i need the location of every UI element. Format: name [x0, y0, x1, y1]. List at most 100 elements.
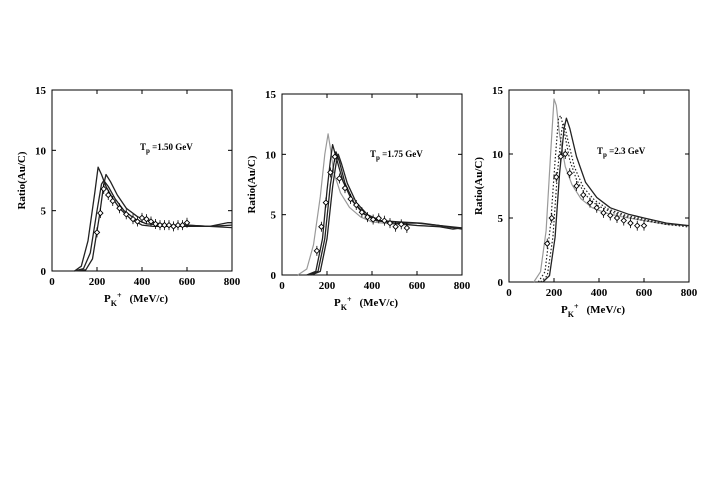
beam-energy-symbol: T: [140, 142, 146, 152]
data-point: [392, 223, 399, 230]
data-point: [369, 216, 377, 223]
x-axis-label: PK+ (MeV/c): [104, 291, 168, 308]
y-tick-label: 5: [271, 210, 277, 222]
x-tick-label: 200: [319, 280, 336, 292]
series-line-1: [74, 166, 233, 272]
x-axis-subscript: K: [341, 303, 348, 312]
data-point: [97, 209, 104, 217]
data-point: [143, 215, 150, 223]
y-axis-label: Ratio(Au/C): [473, 157, 485, 215]
data-point: [573, 182, 580, 190]
x-axis-superscript: +: [347, 295, 352, 304]
series-line-3: [540, 122, 690, 283]
data-point: [593, 204, 600, 211]
x-tick-label: 800: [681, 287, 698, 299]
x-axis-subscript: K: [111, 299, 118, 308]
data-point: [322, 199, 330, 206]
chart-panel-3: 0 200 400 600 800 0 5 10 15 Ratio(Au/C) PK+ (MeV/c)…: [473, 85, 698, 319]
chart-panel-1: 0 200 400 600 800 0 5 10 15 Ratio(Au/C) PK+ (MeV/c)…: [16, 85, 241, 308]
y-tick-label: 0: [271, 270, 277, 282]
beam-energy-value: =1.50 GeV: [150, 142, 193, 152]
x-axis-subscript: K: [568, 310, 575, 319]
y-tick-label: 10: [492, 149, 504, 161]
x-tick-label: 600: [409, 280, 426, 292]
data-point: [93, 229, 101, 236]
x-tick-label: 800: [224, 276, 241, 288]
x-axis-symbol: P: [561, 304, 568, 316]
chart-panel-2: 0 200 400 600 800 0 5 10 15 Ratio(Au/C) PK+ (MeV/c)…: [246, 89, 471, 312]
x-tick-label: 0: [279, 280, 285, 292]
data-point: [161, 221, 168, 229]
beam-energy-symbol: T: [370, 149, 376, 159]
data-point: [179, 221, 186, 229]
beam-energy-label: Tp =1.50 GeV: [140, 142, 193, 155]
data-point: [105, 191, 112, 199]
x-tick-label: 400: [364, 280, 381, 292]
beam-energy-subscript: p: [376, 154, 380, 162]
data-point: [580, 191, 587, 199]
series-line-3: [308, 151, 463, 276]
series-line-3: [74, 173, 232, 272]
x-tick-label: 400: [134, 276, 151, 288]
series-line-2: [306, 144, 463, 276]
plot-frame: [281, 93, 463, 276]
x-tick-label: 0: [506, 287, 512, 299]
data-point: [566, 169, 573, 177]
data-point: [607, 212, 614, 219]
y-tick-label: 10: [265, 149, 277, 161]
data-point: [640, 222, 648, 229]
beam-energy-subscript: p: [146, 147, 150, 155]
data-point: [331, 153, 339, 160]
series-line-4: [542, 117, 690, 283]
data-point: [358, 209, 366, 216]
x-axis-label: PK+ (MeV/c): [561, 302, 625, 319]
beam-energy-subscript: p: [603, 151, 607, 159]
data-point: [544, 240, 551, 247]
y-tick-label: 0: [498, 277, 504, 289]
beam-energy-symbol: T: [597, 146, 603, 156]
x-tick-label: 0: [49, 276, 55, 288]
data-point: [386, 219, 394, 227]
data-point: [109, 197, 116, 205]
x-axis-label: PK+ (MeV/c): [334, 295, 398, 312]
x-tick-label: 600: [179, 276, 196, 288]
data-point: [347, 195, 354, 203]
y-tick-label: 5: [41, 206, 47, 218]
data-point: [403, 224, 411, 232]
plot-frame: [508, 89, 690, 283]
data-point: [327, 169, 334, 176]
data-point: [336, 175, 343, 182]
y-tick-label: 10: [35, 145, 47, 157]
y-tick-label: 0: [41, 266, 47, 278]
y-tick-label: 5: [498, 213, 504, 225]
x-axis-symbol: P: [334, 297, 341, 309]
data-point: [174, 221, 182, 229]
data-point: [557, 153, 564, 160]
data-point: [183, 219, 191, 226]
beam-energy-value: =2.3 GeV: [607, 146, 646, 156]
data-point: [318, 223, 325, 230]
beam-energy-label: Tp =1.75 GeV: [370, 149, 423, 162]
data-point: [375, 215, 382, 222]
beam-energy-label: Tp =2.3 GeV: [597, 146, 646, 159]
data-point: [116, 205, 123, 212]
data-point: [620, 217, 627, 224]
y-axis-label: Ratio(Au/C): [246, 155, 258, 213]
series-line-2: [537, 115, 690, 283]
data-point: [600, 209, 607, 217]
data-point: [147, 218, 155, 225]
x-tick-label: 200: [546, 287, 563, 299]
x-axis-superscript: +: [574, 302, 579, 311]
x-tick-label: 400: [591, 287, 608, 299]
x-tick-label: 800: [454, 280, 471, 292]
y-axis-label: Ratio(Au/C): [16, 151, 28, 209]
series-line-1: [533, 98, 690, 283]
data-point: [586, 199, 594, 206]
x-axis-unit: (MeV/c): [360, 297, 399, 309]
x-axis-symbol: P: [104, 293, 111, 305]
data-point: [627, 219, 634, 227]
data-point: [562, 150, 569, 158]
y-tick-label: 15: [35, 85, 47, 97]
data-point: [123, 211, 130, 218]
